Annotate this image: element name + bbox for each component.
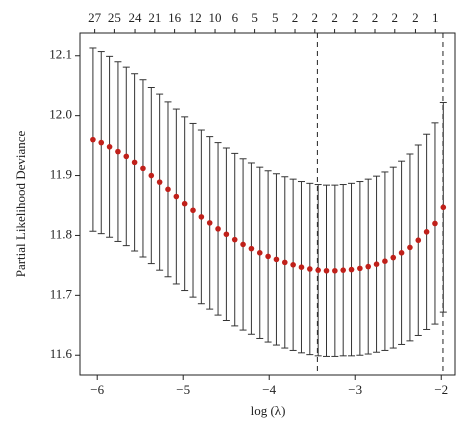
- x-tick-label: −4: [262, 382, 276, 397]
- point: [440, 204, 447, 211]
- point: [181, 200, 188, 207]
- top-tick-label: 10: [209, 10, 222, 25]
- top-tick-label: 2: [312, 10, 319, 25]
- point: [407, 244, 413, 251]
- point: [348, 266, 355, 273]
- point: [123, 153, 130, 160]
- point: [156, 179, 163, 185]
- point: [365, 263, 372, 270]
- top-tick-label: 27: [88, 10, 102, 25]
- y-tick-label: 11.9: [50, 167, 72, 182]
- y-tick-label: 12.1: [49, 47, 72, 62]
- point: [206, 220, 213, 226]
- point: [223, 231, 230, 238]
- point: [240, 241, 246, 248]
- point: [332, 267, 338, 274]
- y-tick-label: 11.8: [50, 226, 72, 241]
- y-tick-label: 12.0: [49, 107, 72, 122]
- point: [148, 172, 155, 179]
- point: [315, 267, 321, 273]
- point: [215, 226, 221, 232]
- point: [198, 214, 205, 220]
- top-tick-label: 21: [148, 10, 161, 25]
- point: [106, 144, 113, 150]
- x-tick-label: −5: [176, 382, 190, 397]
- point: [98, 139, 105, 146]
- top-tick-label: 2: [292, 10, 299, 25]
- point: [432, 220, 438, 227]
- point: [307, 266, 313, 272]
- top-tick-label: 5: [272, 10, 279, 25]
- point: [165, 186, 171, 193]
- point: [248, 245, 255, 252]
- point: [231, 236, 238, 243]
- point: [273, 256, 280, 263]
- point: [390, 254, 397, 261]
- top-tick-label: 24: [129, 10, 143, 25]
- top-tick-label: 2: [392, 10, 399, 25]
- x-axis-label: log (λ): [251, 403, 286, 418]
- top-tick-label: 12: [189, 10, 202, 25]
- x-tick-label: −6: [90, 382, 104, 397]
- point: [290, 261, 296, 268]
- point: [265, 253, 271, 260]
- x-tick-label: −2: [434, 382, 448, 397]
- point: [398, 250, 405, 256]
- point: [140, 165, 146, 172]
- top-tick-label: 2: [352, 10, 359, 25]
- point: [281, 259, 288, 266]
- point: [256, 250, 263, 256]
- point: [90, 136, 96, 143]
- point: [190, 207, 196, 214]
- y-tick-label: 11.6: [50, 346, 73, 361]
- top-tick-label: 6: [232, 10, 239, 25]
- y-axis-label: Partial Likelihood Deviance: [13, 130, 28, 277]
- top-tick-label: 16: [168, 10, 182, 25]
- top-tick-label: 2: [412, 10, 419, 25]
- top-tick-label: 2: [331, 10, 338, 25]
- point: [323, 267, 330, 274]
- point: [357, 265, 363, 272]
- plot-frame: [79, 32, 456, 376]
- point: [382, 258, 388, 264]
- top-tick-label: 25: [108, 10, 121, 25]
- top-tick-label: 5: [251, 10, 258, 25]
- point: [415, 237, 422, 244]
- point: [131, 159, 138, 166]
- point: [173, 193, 180, 200]
- point: [423, 229, 430, 235]
- top-tick-label: 2: [372, 10, 379, 25]
- point: [373, 261, 380, 267]
- x-tick-label: −3: [348, 382, 362, 397]
- y-tick-label: 11.7: [50, 286, 73, 301]
- point: [298, 264, 305, 270]
- top-tick-label: 1: [432, 10, 439, 25]
- point: [115, 148, 121, 155]
- point: [340, 267, 346, 273]
